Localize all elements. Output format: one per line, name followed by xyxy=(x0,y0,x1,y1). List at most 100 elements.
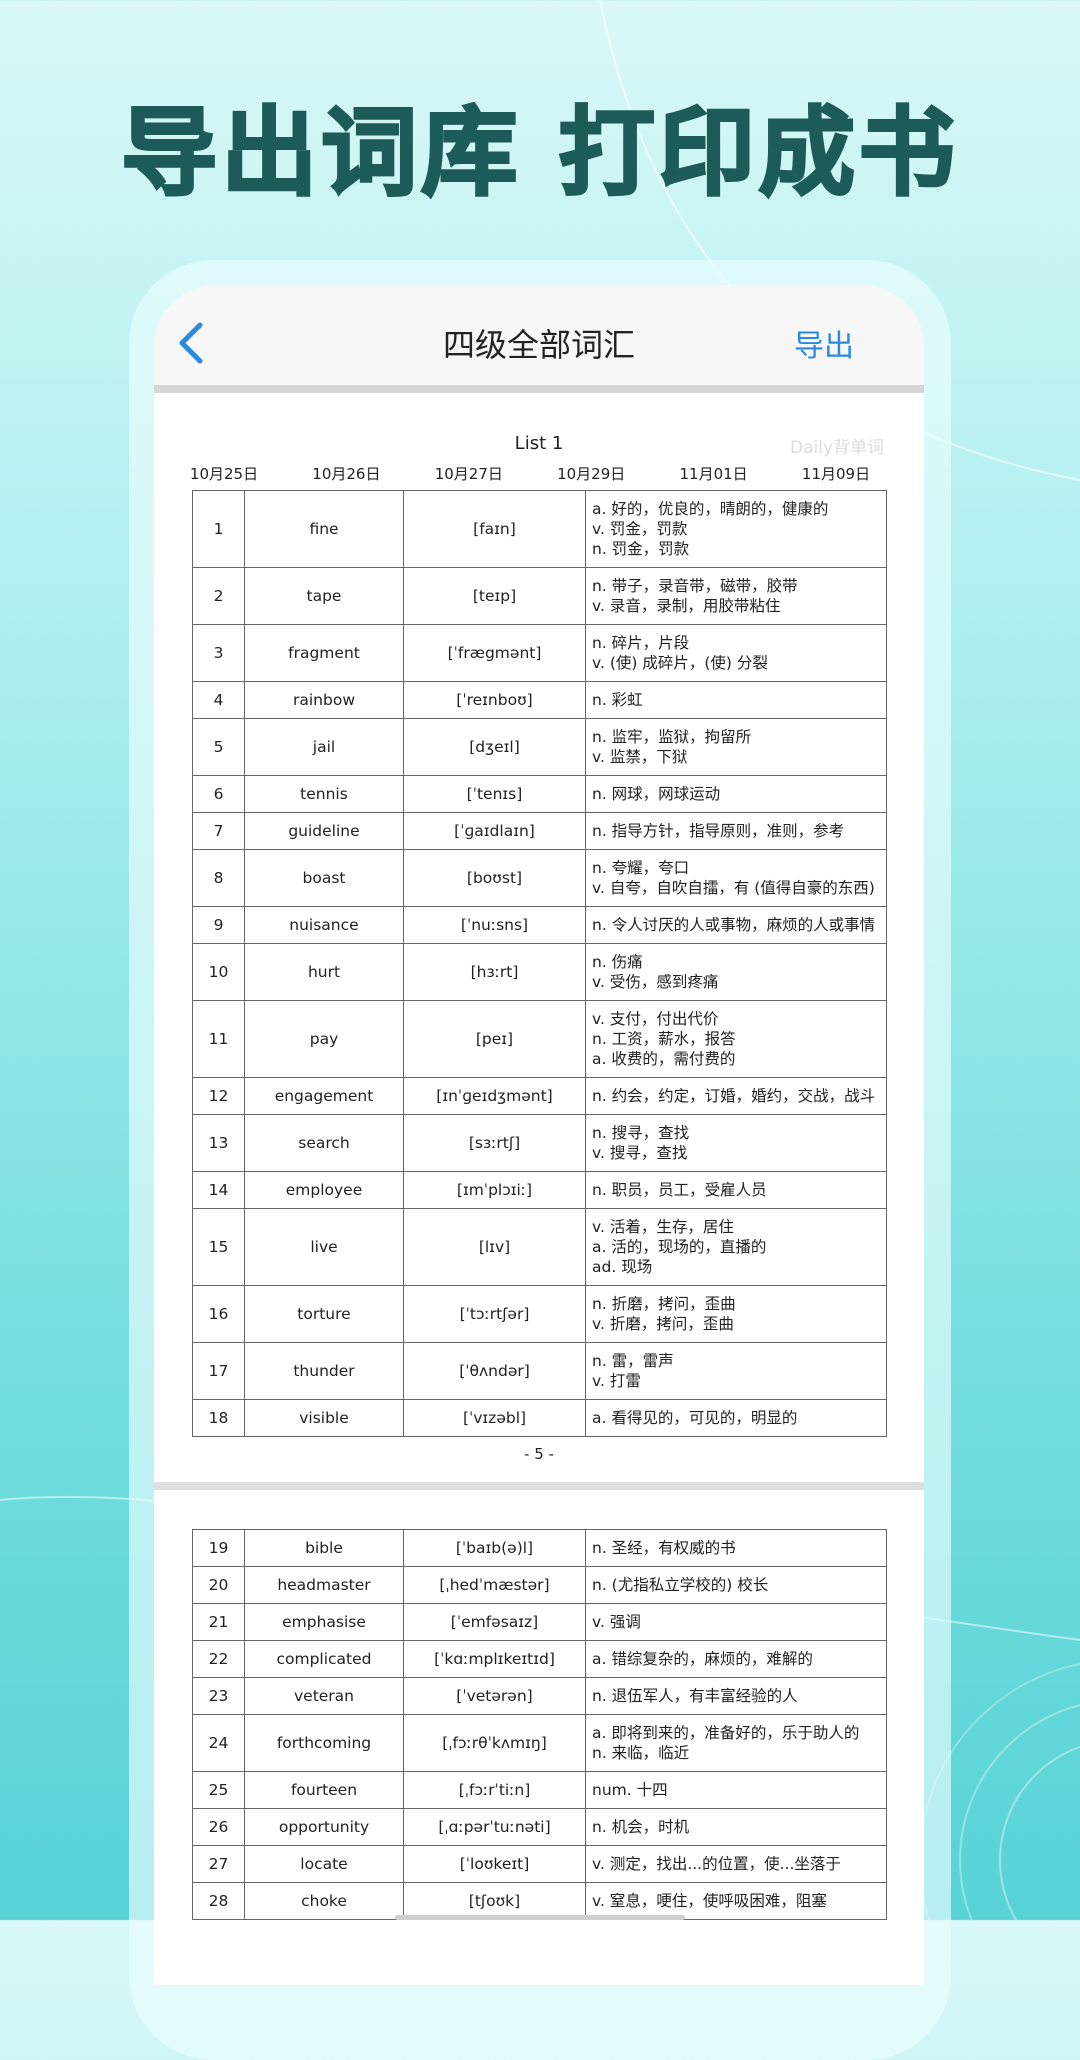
meaning-line: v. 活着，生存，居住 xyxy=(592,1218,734,1236)
export-button[interactable]: 导出 xyxy=(794,329,854,364)
word: thunder xyxy=(244,1342,404,1400)
meaning-line: v. 测定，找出...的位置，使...坐落于 xyxy=(592,1855,841,1873)
headline: 导出词库 打印成书 xyxy=(120,96,959,211)
phonetic: [sɜːrtʃ] xyxy=(403,1114,586,1172)
word-row: 24 forthcoming [ˌfɔːrθˈkʌmɪŋ] a. 即将到来的，准备好的… xyxy=(192,1714,887,1772)
row-number: 21 xyxy=(192,1603,245,1641)
row-number: 19 xyxy=(192,1529,245,1567)
meaning-line: v. 打雷 xyxy=(592,1372,641,1390)
meaning-line: n. 退伍军人，有丰富经验的人 xyxy=(592,1687,798,1705)
row-number: 28 xyxy=(192,1882,245,1920)
meanings: v. 窒息，哽住，使呼吸困难，阻塞 xyxy=(585,1882,887,1920)
word: tennis xyxy=(244,775,404,813)
phonetic: [ˌfɔːrθˈkʌmɪŋ] xyxy=(403,1714,586,1772)
meaning-line: v. 受伤，感到疼痛 xyxy=(592,973,719,991)
meaning-line: n. 监牢，监狱，拘留所 xyxy=(592,728,752,746)
word: complicated xyxy=(244,1640,404,1678)
word: fine xyxy=(244,490,404,568)
meaning-line: v. 自夸，自吹自擂，有 (值得自豪的东西) xyxy=(592,879,875,897)
meaning-line: n. 工资，薪水，报答 xyxy=(592,1030,736,1048)
word-row: 12 engagement [ɪnˈɡeɪdʒmənt] n. 约会，约定，订婚，婚约… xyxy=(192,1077,887,1115)
word: headmaster xyxy=(244,1566,404,1604)
word-row: 11 pay [peɪ] v. 支付，付出代价 n. 工资，薪水，报答 a. 收费的，需付… xyxy=(192,1000,887,1078)
phonetic: [peɪ] xyxy=(403,1000,586,1078)
row-number: 16 xyxy=(192,1285,245,1343)
meaning-line: v. 监禁，下狱 xyxy=(592,748,688,766)
meanings: n. 令人讨厌的人或事物，麻烦的人或事情 xyxy=(585,906,887,944)
word: locate xyxy=(244,1845,404,1883)
phonetic: [ˈtɔːrtʃər] xyxy=(403,1285,586,1343)
meanings: a. 看得见的，可见的，明显的 xyxy=(585,1399,887,1437)
meanings: a. 错综复杂的，麻烦的，难解的 xyxy=(585,1640,887,1678)
phonetic: [hɜːrt] xyxy=(403,943,586,1001)
row-number: 20 xyxy=(192,1566,245,1604)
meanings: v. 测定，找出...的位置，使...坐落于 xyxy=(585,1845,887,1883)
meaning-line: n. 搜寻，查找 xyxy=(592,1124,690,1142)
row-number: 22 xyxy=(192,1640,245,1678)
meaning-line: n. 罚金，罚款 xyxy=(592,540,690,558)
meaning-line: a. 收费的，需付费的 xyxy=(592,1050,736,1068)
meaning-line: n. 折磨，拷问，歪曲 xyxy=(592,1295,736,1313)
row-number: 7 xyxy=(192,812,245,850)
word: pay xyxy=(244,1000,404,1078)
word: employee xyxy=(244,1171,404,1209)
row-number: 6 xyxy=(192,775,245,813)
meanings: n. 网球，网球运动 xyxy=(585,775,887,813)
home-indicator xyxy=(395,1915,685,1920)
phonetic: [ˈɡaɪdlaɪn] xyxy=(403,812,586,850)
word: choke xyxy=(244,1882,404,1920)
date: 10月25日 xyxy=(189,465,259,483)
word-table: 1 fine [faɪn] a. 好的，优良的，晴朗的，健康的 v. 罚金，罚款 n. 罚… xyxy=(192,490,887,1437)
word: search xyxy=(244,1114,404,1172)
word-table: 19 bible [ˈbaɪb(ə)l] n. 圣经，有权威的书 20 headmaste… xyxy=(192,1529,887,1920)
word: bible xyxy=(244,1529,404,1567)
meanings: a. 好的，优良的，晴朗的，健康的 v. 罚金，罚款 n. 罚金，罚款 xyxy=(585,490,887,568)
meaning-line: n. 碎片，片段 xyxy=(592,634,690,652)
phonetic: [ˈreɪnboʊ] xyxy=(403,681,586,719)
meanings: v. 支付，付出代价 n. 工资，薪水，报答 a. 收费的，需付费的 xyxy=(585,1000,887,1078)
meaning-line: v. 强调 xyxy=(592,1613,641,1631)
date: 10月26日 xyxy=(312,465,381,483)
page-separator xyxy=(154,1482,924,1490)
row-number: 13 xyxy=(192,1114,245,1172)
phonetic: [tʃoʊk] xyxy=(403,1882,586,1920)
row-number: 24 xyxy=(192,1714,245,1772)
meaning-line: n. 指导方针，指导原则，准则，参考 xyxy=(592,822,845,840)
meaning-line: a. 看得见的，可见的，明显的 xyxy=(592,1409,798,1427)
phonetic: [ˈvɪzəbl] xyxy=(403,1399,586,1437)
row-number: 11 xyxy=(192,1000,245,1078)
meanings: n. 雷，雷声 v. 打雷 xyxy=(585,1342,887,1400)
meanings: n. 退伍军人，有丰富经验的人 xyxy=(585,1677,887,1715)
row-number: 4 xyxy=(192,681,245,719)
watermark: Daily背单词 xyxy=(790,438,885,458)
meaning-line: n. 夸耀，夸口 xyxy=(592,859,690,877)
page-number: - 5 - xyxy=(524,1445,554,1463)
phonetic: [ˈvetərən] xyxy=(403,1677,586,1715)
phone-screen: 四级全部词汇 导出 List 1 Daily背单词 10月25日 10月26日 10… xyxy=(154,285,924,1985)
word: emphasise xyxy=(244,1603,404,1641)
word: forthcoming xyxy=(244,1714,404,1772)
phonetic: [ˌfɔːrˈtiːn] xyxy=(403,1771,586,1809)
word: jail xyxy=(244,718,404,776)
meanings: n. 监牢，监狱，拘留所 v. 监禁，下狱 xyxy=(585,718,887,776)
word: torture xyxy=(244,1285,404,1343)
nav-bar: 四级全部词汇 导出 xyxy=(154,285,924,393)
word-row: 25 fourteen [ˌfɔːrˈtiːn] num. 十四 xyxy=(192,1771,887,1809)
meaning-line: n. (尤指私立学校的) 校长 xyxy=(592,1576,769,1594)
word-row: 14 employee [ɪmˈplɔɪiː] n. 职员，员工，受雇人员 xyxy=(192,1171,887,1209)
word-row: 5 jail [dʒeɪl] n. 监牢，监狱，拘留所 v. 监禁，下狱 xyxy=(192,718,887,776)
phonetic: [ˈbaɪb(ə)l] xyxy=(403,1529,586,1567)
back-button[interactable] xyxy=(176,321,206,365)
phonetic: [boʊst] xyxy=(403,849,586,907)
meanings: n. 搜寻，查找 v. 搜寻，查找 xyxy=(585,1114,887,1172)
row-number: 25 xyxy=(192,1771,245,1809)
meaning-line: v. 窒息，哽住，使呼吸困难，阻塞 xyxy=(592,1892,827,1910)
word: fourteen xyxy=(244,1771,404,1809)
row-number: 26 xyxy=(192,1808,245,1846)
date: 10月29日 xyxy=(557,465,626,483)
word: visible xyxy=(244,1399,404,1437)
meaning-line: n. 雷，雷声 xyxy=(592,1352,674,1370)
word: veteran xyxy=(244,1677,404,1715)
phonetic: [ˌɑːpərˈtuːnəti] xyxy=(403,1808,586,1846)
